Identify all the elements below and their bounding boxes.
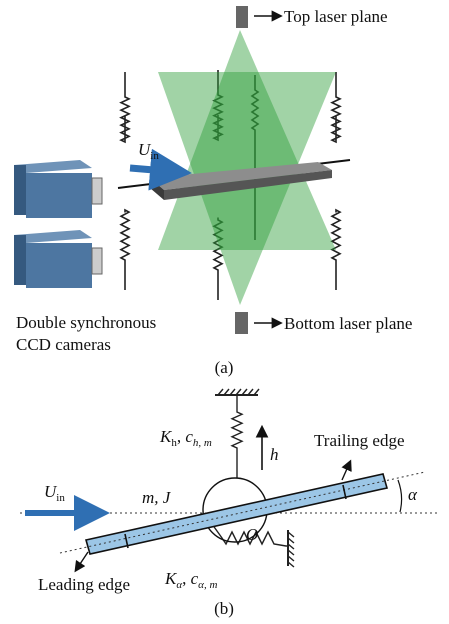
label: Double synchronous bbox=[16, 313, 156, 332]
separator: , bbox=[177, 427, 186, 446]
spring-part bbox=[121, 210, 129, 290]
arrow bbox=[76, 552, 88, 570]
label: Bottom laser plane bbox=[284, 314, 412, 333]
pitch-spring-label: Kα, cα, m bbox=[164, 569, 217, 591]
spring-part bbox=[121, 72, 129, 142]
caption: (a) bbox=[215, 358, 234, 377]
flow-arrow bbox=[130, 168, 178, 172]
origin-label: O bbox=[246, 525, 258, 544]
angle-label: α bbox=[408, 485, 418, 504]
flow-label: Uin bbox=[44, 482, 65, 504]
subscript: α, m bbox=[198, 579, 217, 591]
label: Top laser plane bbox=[284, 7, 388, 26]
laser-unit bbox=[235, 312, 248, 334]
camera bbox=[14, 230, 102, 288]
flow-label: Uin bbox=[138, 140, 159, 162]
laser-unit bbox=[236, 6, 248, 28]
figure: Top laser plane Bottom laser plane Uin D… bbox=[0, 0, 449, 624]
heave-spring-label: Kh, ch, m bbox=[159, 427, 212, 449]
label: Trailing edge bbox=[314, 431, 405, 450]
separator: , bbox=[182, 569, 191, 588]
camera bbox=[14, 160, 102, 218]
heave-label: h bbox=[270, 445, 279, 464]
subscript: h, m bbox=[193, 437, 212, 449]
caption: (b) bbox=[214, 599, 234, 618]
mass-label: m, J bbox=[142, 488, 172, 507]
spring-part bbox=[332, 72, 340, 142]
subscript: in bbox=[56, 492, 65, 504]
spring-part bbox=[232, 395, 242, 478]
label: CCD cameras bbox=[16, 335, 111, 354]
subscript: in bbox=[150, 150, 159, 162]
arrow bbox=[342, 462, 350, 480]
label: Leading edge bbox=[38, 575, 130, 594]
angle-arc bbox=[398, 480, 402, 512]
